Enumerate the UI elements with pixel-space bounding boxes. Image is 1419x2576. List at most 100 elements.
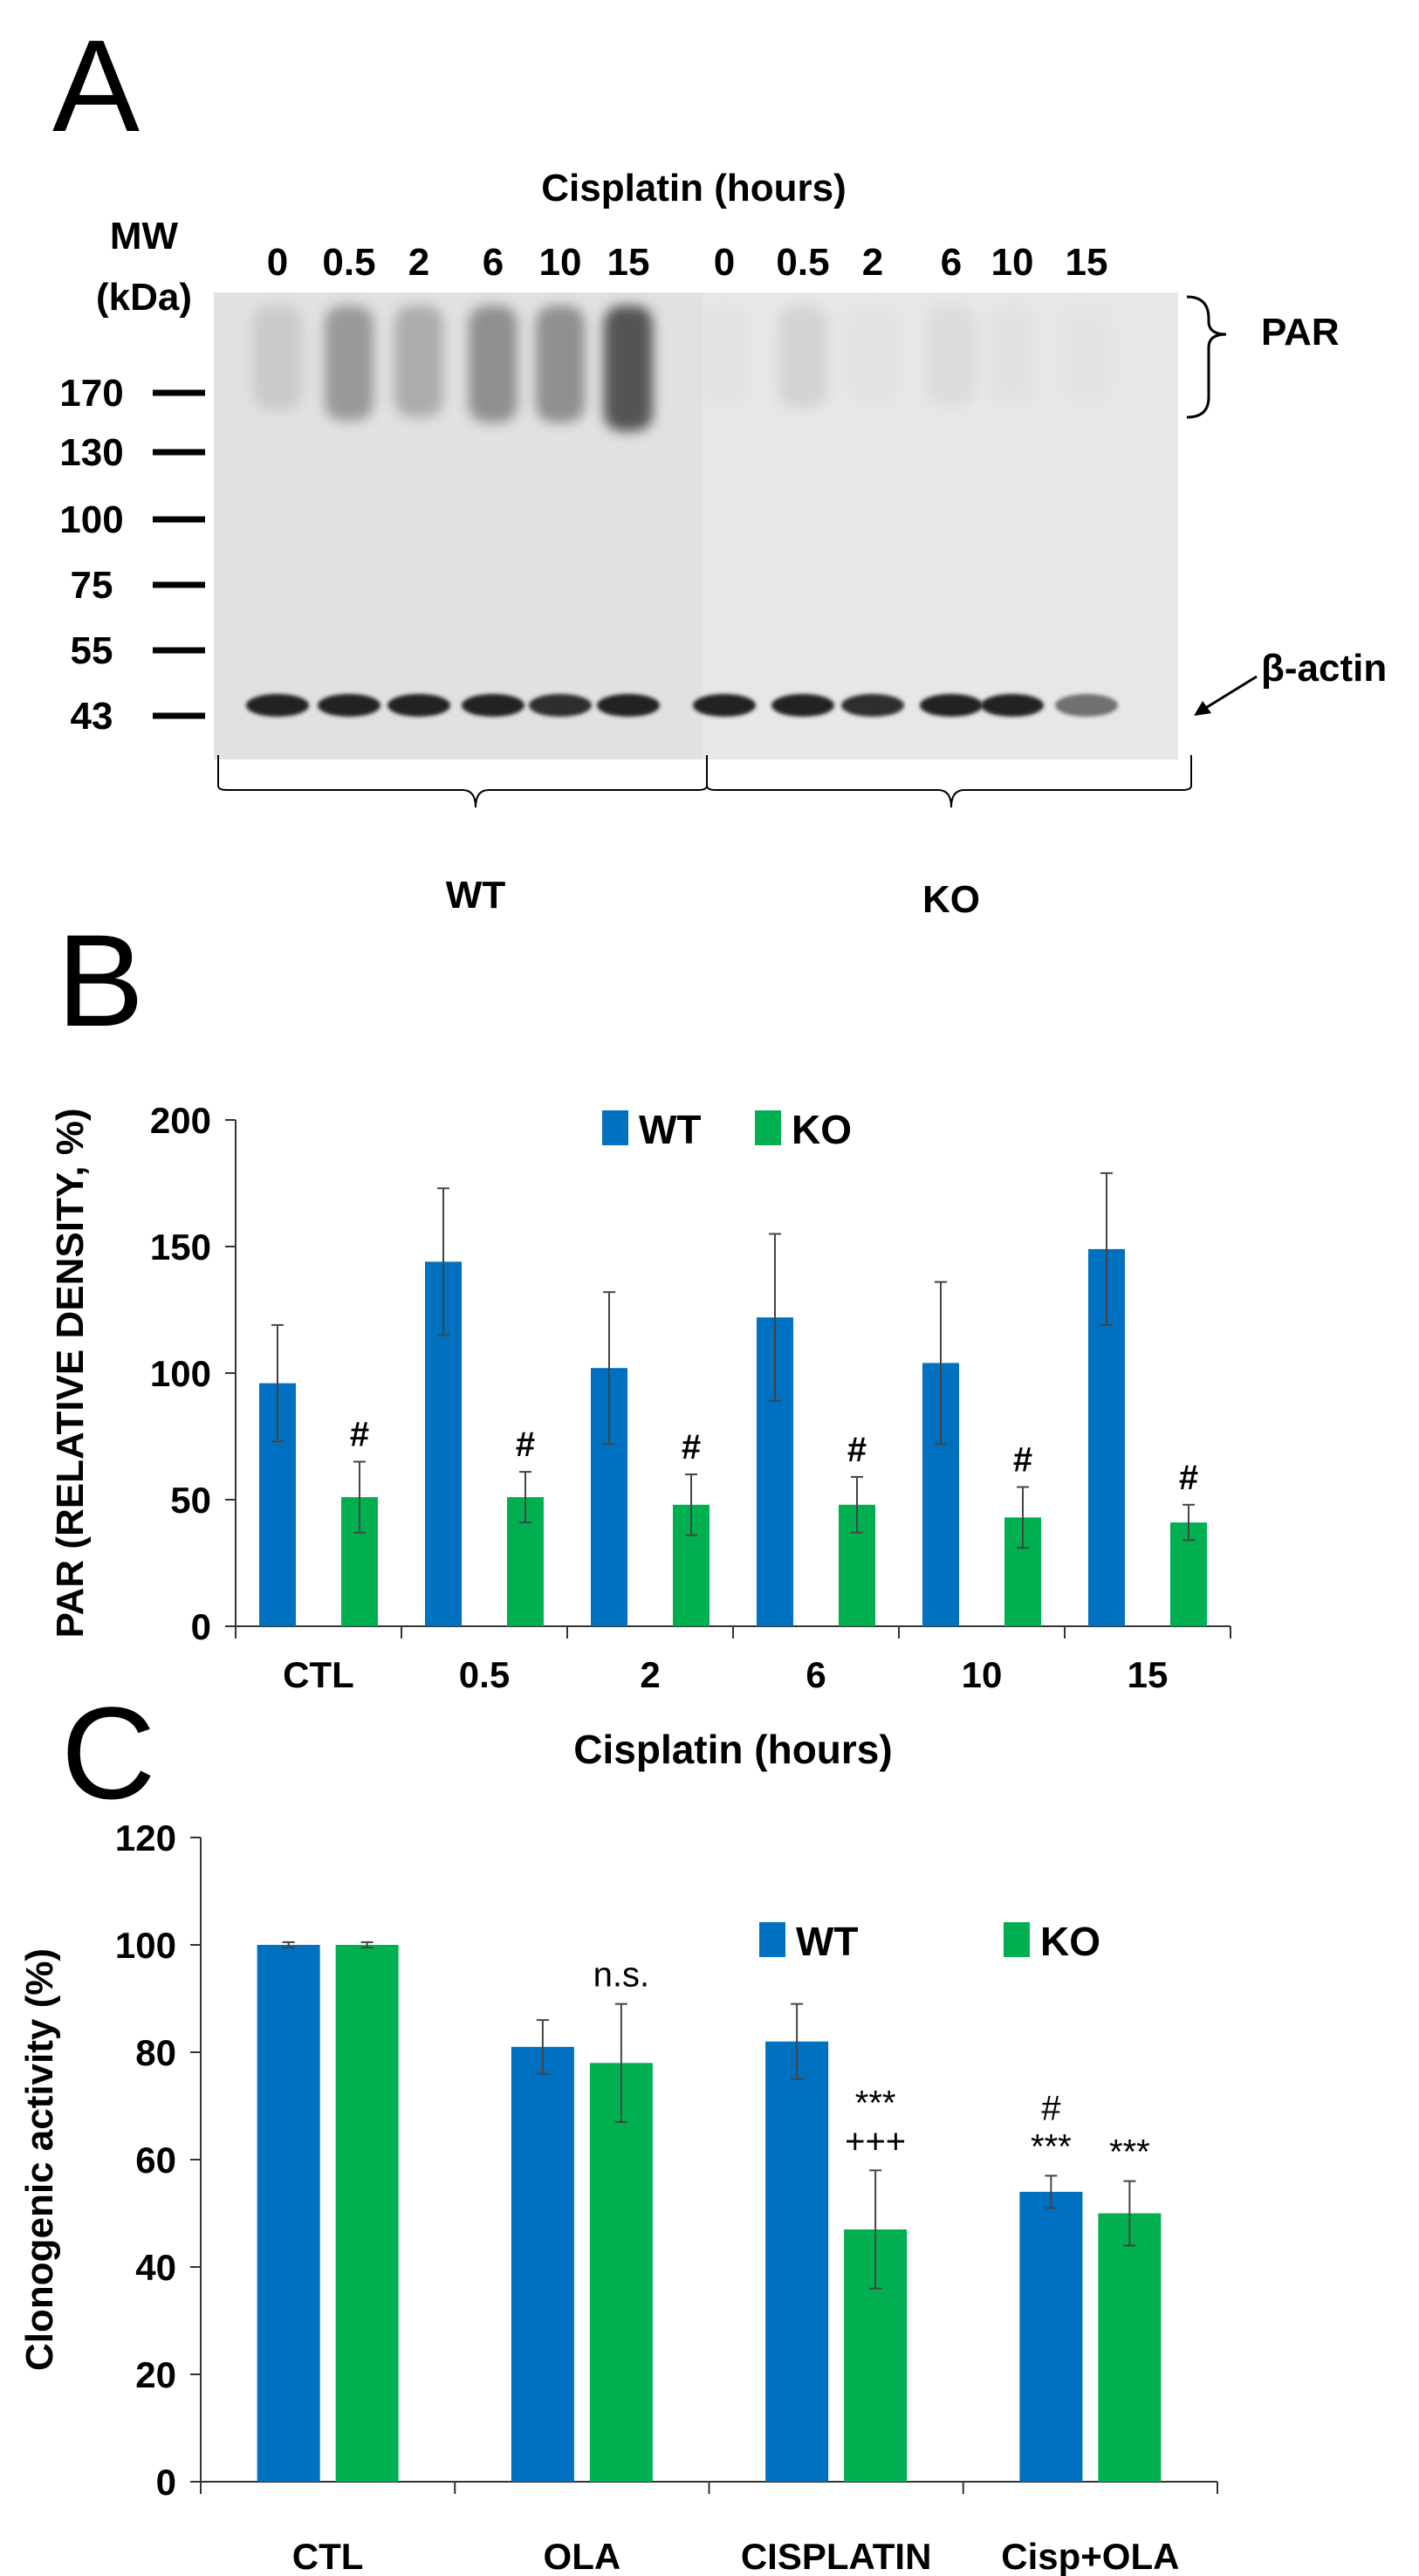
ko-group-label: KO [922, 878, 980, 921]
actin-bands [246, 694, 1118, 717]
legend-swatch-ko [1004, 1922, 1030, 1957]
par-smear [253, 306, 302, 410]
significance-label: # [1041, 2089, 1061, 2127]
lane-label: 10 [539, 241, 582, 284]
blot-title: Cisplatin (hours) [541, 167, 847, 210]
y-tick-label: 20 [135, 2354, 176, 2395]
significance-label: n.s. [593, 1956, 649, 1995]
x-category-label: 15 [1128, 1654, 1169, 1695]
wt-group-label: WT [446, 874, 506, 917]
significance-label: # [1013, 1441, 1032, 1480]
actin-arrow [1203, 675, 1258, 711]
y-tick-label: 0 [191, 1606, 211, 1647]
legend-label: WT [796, 1919, 859, 1964]
x-category-label: CTL [283, 1654, 354, 1695]
wt-brace [217, 755, 708, 808]
mw-marker-label: 43 [71, 695, 113, 738]
bar-wt [257, 1945, 320, 2482]
bar-wt [1019, 2191, 1083, 2482]
legend-swatch-wt [759, 1922, 785, 1957]
actin-band [981, 694, 1044, 717]
actin-band [318, 694, 380, 717]
actin-band [771, 694, 834, 717]
actin-arrowhead [1194, 701, 1211, 716]
bar-ko [1098, 2213, 1162, 2482]
y-tick-label: 40 [135, 2247, 176, 2288]
lane-label: 6 [941, 241, 962, 284]
panel-c-letter: C [61, 1680, 155, 1826]
par-smear [700, 306, 749, 403]
par-smears [253, 306, 1111, 431]
lane-label: 15 [1066, 241, 1108, 284]
legend-label: WT [639, 1107, 702, 1152]
x-category-label: 10 [962, 1654, 1003, 1695]
x-category-label: 2 [640, 1654, 660, 1695]
significance-label: # [847, 1431, 867, 1469]
panel-a: A Cisplatin (hours) MW (kDa) 0 0.5 2 6 10 15 0… [52, 12, 1387, 921]
par-smear [988, 306, 1037, 404]
lane-label: 6 [483, 241, 504, 284]
mw-label-line2: (kDa) [96, 276, 192, 319]
legend-label: KO [792, 1107, 852, 1152]
significance-label: *** [1031, 2127, 1072, 2166]
actin-band [462, 694, 524, 717]
lane-label: 10 [991, 241, 1034, 284]
y-tick-label: 80 [135, 2032, 176, 2073]
lane-label: 2 [862, 241, 883, 284]
y-axis-title: PAR (RELATIVE DENSITY, %) [49, 1108, 92, 1638]
y-tick-label: 150 [150, 1226, 211, 1267]
actin-band [597, 694, 660, 717]
significance-label: *** [855, 2084, 896, 2122]
y-tick-label: 0 [156, 2462, 176, 2503]
par-brace [1186, 295, 1227, 419]
bar-wt [511, 2046, 574, 2482]
x-category-label: CTL [292, 2536, 364, 2576]
legend-swatch-wt [602, 1110, 628, 1145]
bar-wt [765, 2041, 829, 2482]
par-smear [394, 306, 443, 417]
par-smear [325, 306, 374, 421]
par-smear [469, 306, 518, 422]
x-category-label: 0.5 [459, 1654, 510, 1695]
lane-label: 0.5 [776, 241, 829, 284]
x-category-label: OLA [544, 2536, 621, 2576]
y-tick-label: 60 [135, 2140, 176, 2181]
actin-band [920, 694, 983, 717]
par-smear [1062, 306, 1111, 403]
lane-labels: 0 0.5 2 6 10 15 0 0.5 2 6 10 15 [267, 241, 1108, 284]
actin-band [387, 694, 450, 717]
y-tick-label: 100 [115, 1925, 176, 1966]
y-tick-label: 100 [150, 1353, 211, 1394]
actin-band [693, 694, 756, 717]
y-tick-label: 120 [115, 1817, 176, 1858]
mw-label-line1: MW [110, 215, 179, 258]
lane-label: 15 [607, 241, 650, 284]
panel-b-letter: B [57, 907, 144, 1054]
x-axis-title: Cisplatin (hours) [573, 1727, 892, 1772]
ko-brace [706, 755, 1192, 808]
par-smear [536, 306, 585, 422]
par-label: PAR [1261, 311, 1340, 354]
panel-b: B 0 50 100 150 200 CTL 0.5 2 6 10 15 WT KO PAR (RELAT… [49, 907, 1231, 1772]
y-axis-title: Clonogenic activity (%) [18, 1948, 61, 2371]
panel-a-letter: A [52, 12, 140, 159]
mw-marker-label: 170 [59, 372, 123, 415]
lane-label: 2 [408, 241, 429, 284]
x-category-label: CISPLATIN [741, 2536, 932, 2576]
mw-marker-label: 55 [71, 629, 113, 672]
mw-markers: 170 130 100 75 55 43 [59, 372, 205, 738]
bar-ko [335, 1945, 399, 2482]
y-tick-label: 50 [170, 1480, 211, 1521]
par-smear [604, 306, 653, 431]
y-tick-label: 200 [150, 1100, 211, 1141]
actin-band [1055, 694, 1118, 717]
mw-marker-label: 75 [71, 564, 113, 607]
x-category-label: 6 [805, 1654, 826, 1695]
bar-ko [589, 2063, 653, 2482]
legend-swatch-ko [755, 1110, 781, 1145]
significance-label: # [350, 1416, 369, 1454]
panel-c: C 0 20 40 60 80 100 120 CTL OLA CISPLATIN Cisp+OLA… [18, 1680, 1218, 2576]
par-smear [927, 306, 976, 406]
significance-label: *** [1109, 2133, 1150, 2172]
